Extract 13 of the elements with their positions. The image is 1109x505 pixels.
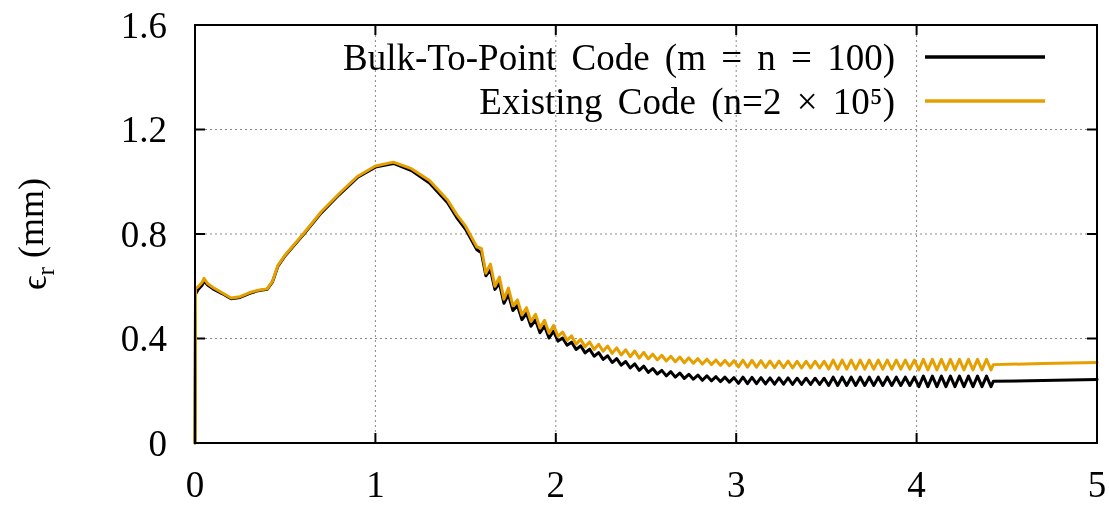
- legend-label: Existing Code (n=2 × 10⁵): [479, 80, 895, 123]
- x-tick-label: 4: [907, 464, 926, 505]
- x-tick-label: 5: [1087, 464, 1107, 505]
- x-tick-label: 2: [546, 464, 566, 505]
- y-tick-label: 0.4: [120, 318, 167, 360]
- x-tick-label: 0: [185, 464, 205, 505]
- x-tick-label: 1: [366, 464, 385, 505]
- legend-label: Bulk-To-Point Code (m = n = 100): [342, 36, 895, 79]
- x-tick-label: 3: [726, 464, 746, 505]
- y-tick-label: 0: [148, 422, 167, 464]
- y-tick-label: 0.8: [120, 213, 167, 255]
- y-tick-label: 1.2: [120, 109, 167, 151]
- y-tick-label: 1.6: [120, 4, 167, 46]
